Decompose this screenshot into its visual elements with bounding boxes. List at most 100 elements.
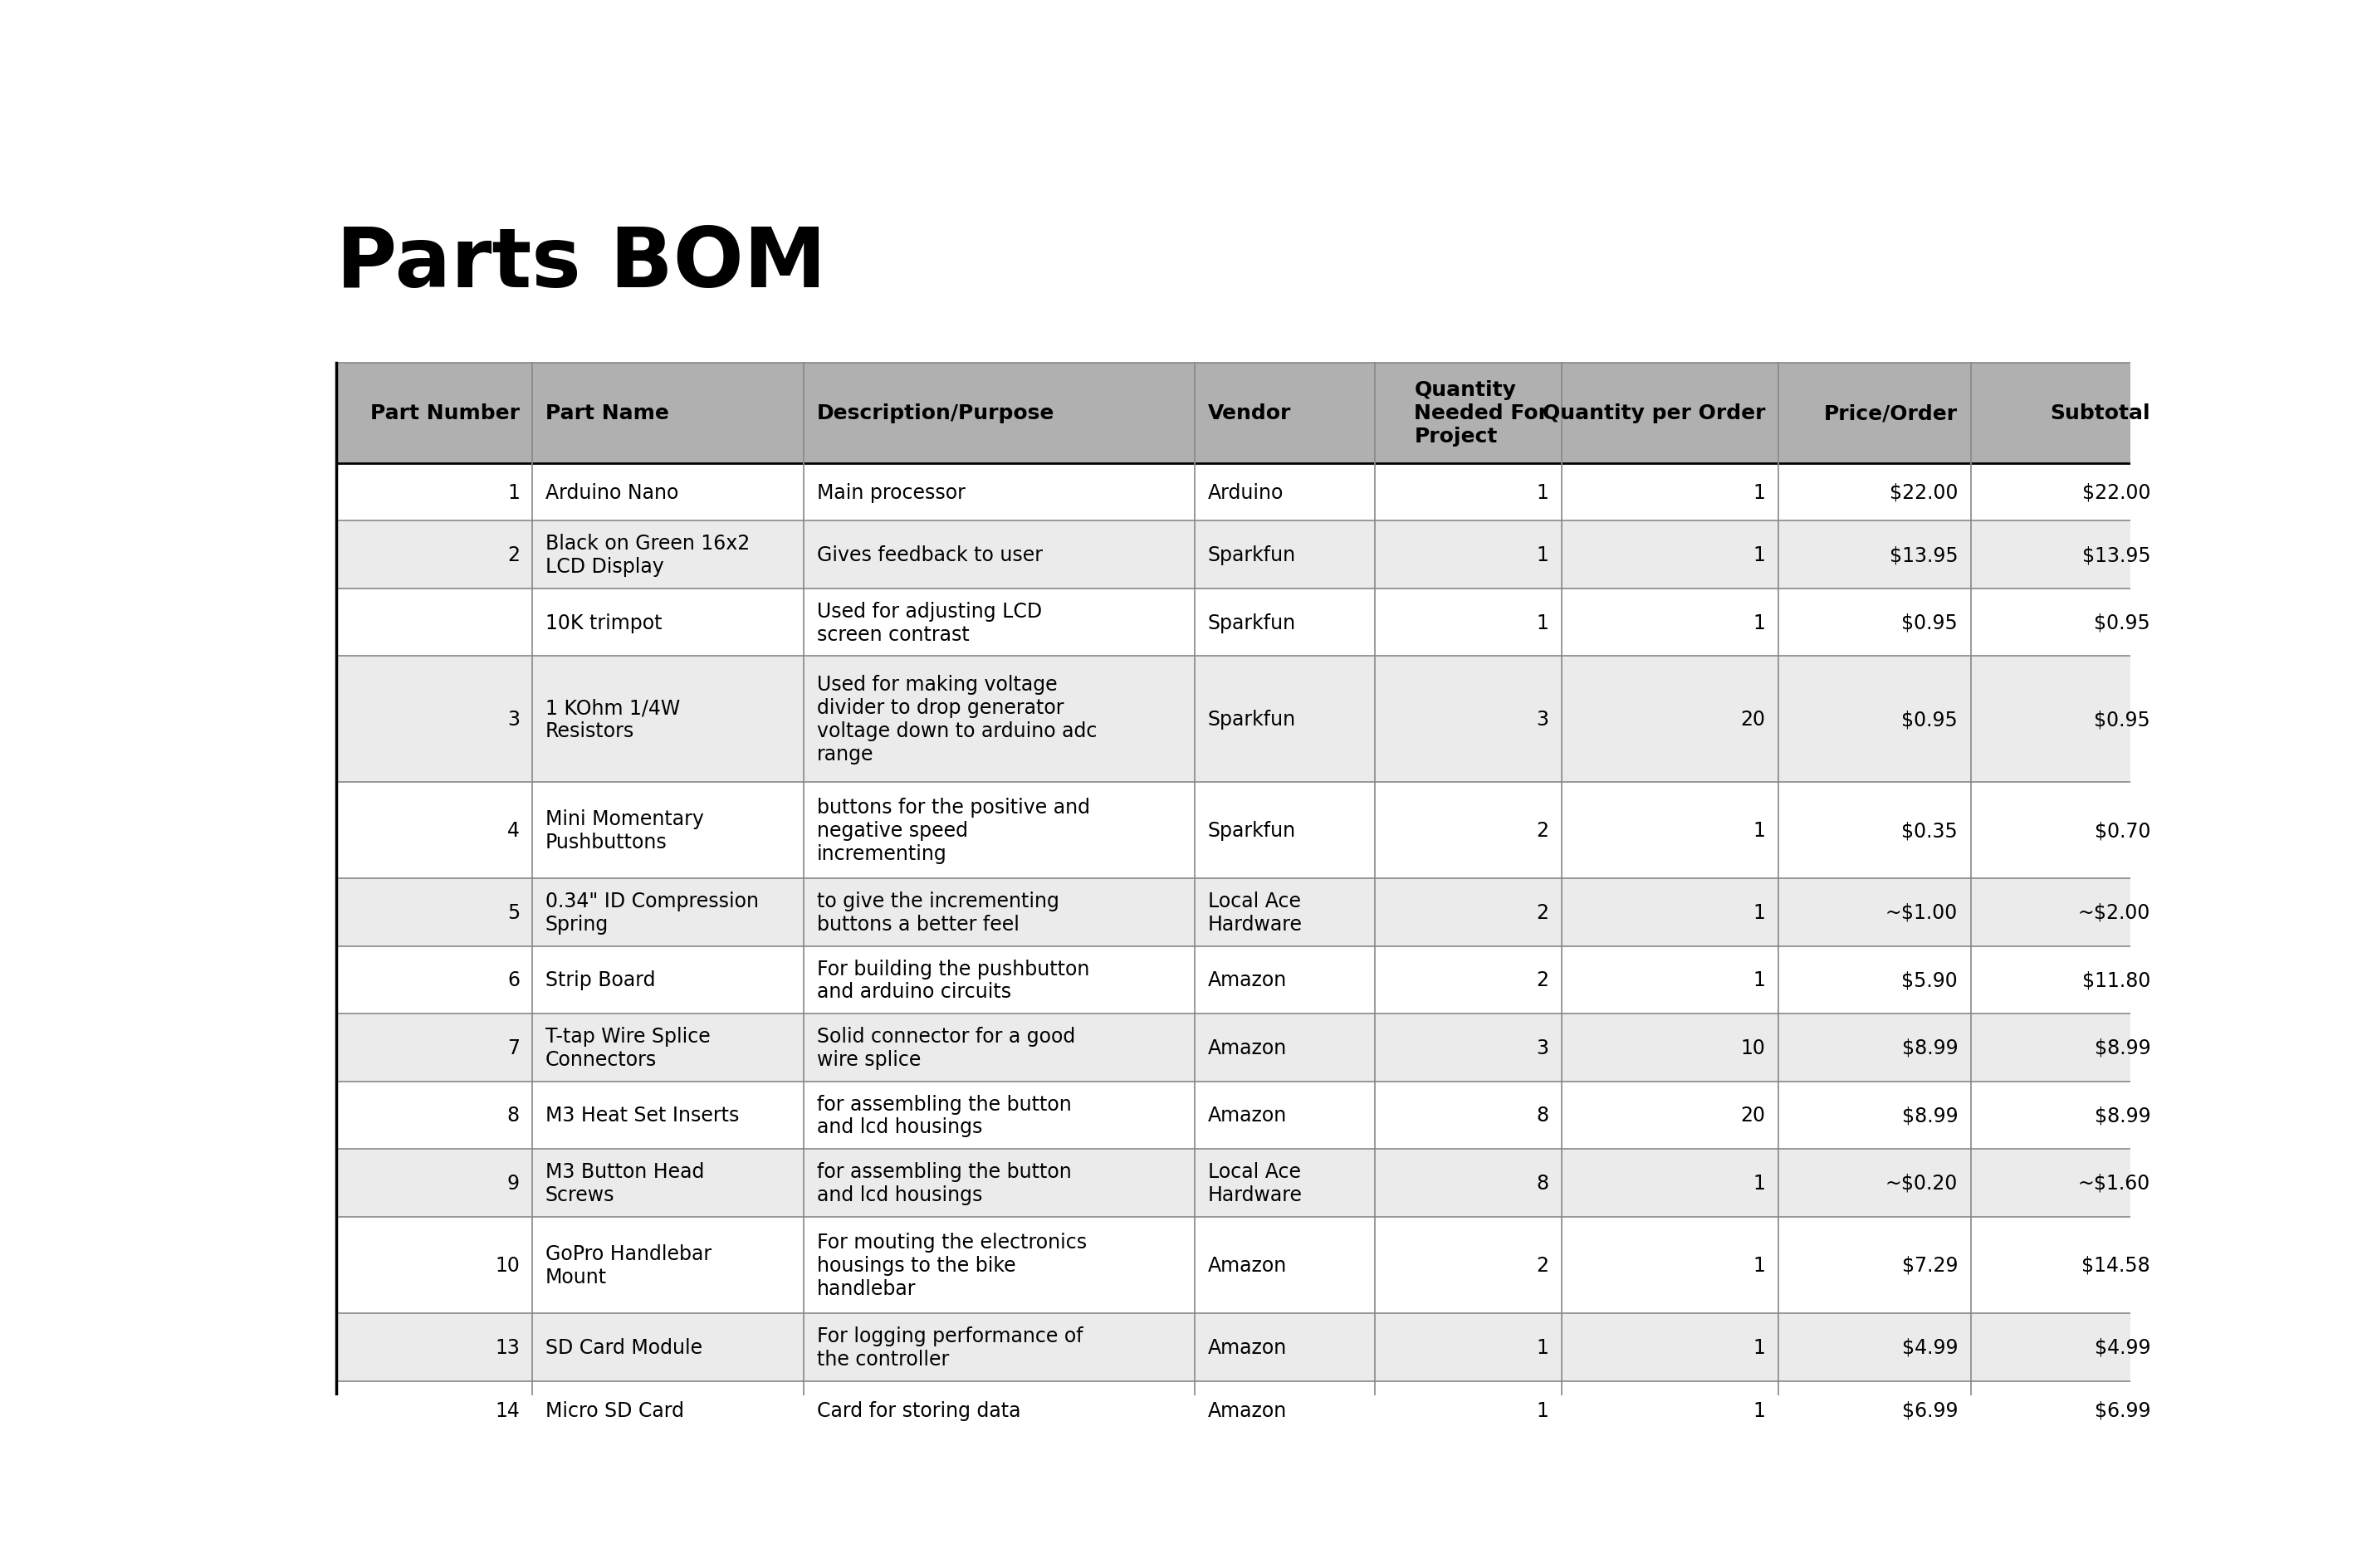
Text: Amazon: Amazon [1207,1038,1288,1058]
Text: Sparkfun: Sparkfun [1207,820,1295,840]
Text: 1: 1 [1536,1400,1548,1421]
Text: 1: 1 [1754,820,1766,840]
Text: ~$2.00: ~$2.00 [2078,903,2152,922]
Text: 8: 8 [1536,1173,1548,1193]
Text: Description/Purpose: Description/Purpose [817,403,1056,423]
Text: 10: 10 [495,1254,521,1275]
Text: $8.99: $8.99 [2095,1038,2152,1058]
Text: $0.95: $0.95 [1901,613,1958,633]
Text: 1: 1 [1754,971,1766,989]
Text: 8: 8 [507,1105,521,1126]
Text: GoPro Handlebar
Mount: GoPro Handlebar Mount [544,1243,712,1287]
Bar [336,947,2163,1014]
Text: 1: 1 [1536,546,1548,564]
Text: $0.95: $0.95 [2095,709,2152,729]
Text: $8.99: $8.99 [1901,1038,1958,1058]
Text: Arduino Nano: Arduino Nano [544,483,679,502]
Text: $13.95: $13.95 [1889,546,1958,564]
Text: Quantity per Order: Quantity per Order [1543,403,1766,423]
Text: $4.99: $4.99 [2095,1338,2152,1358]
Text: M3 Heat Set Inserts: M3 Heat Set Inserts [544,1105,739,1126]
Bar [336,1217,2163,1314]
Text: Part Number: Part Number [369,403,521,423]
Text: $0.95: $0.95 [1901,709,1958,729]
Text: Amazon: Amazon [1207,971,1288,989]
Text: 0.34" ID Compression
Spring: 0.34" ID Compression Spring [544,891,760,935]
Text: 13: 13 [495,1338,521,1358]
Text: 7: 7 [507,1038,521,1058]
Text: Arduino: Arduino [1207,483,1283,502]
Text: Strip Board: Strip Board [544,971,656,989]
Text: buttons for the positive and
negative speed
incrementing: buttons for the positive and negative sp… [817,798,1089,864]
Text: 3: 3 [1536,709,1548,729]
Text: Sparkfun: Sparkfun [1207,546,1295,564]
Text: Parts BOM: Parts BOM [336,224,826,304]
Text: 8: 8 [1536,1105,1548,1126]
Text: $8.99: $8.99 [1901,1105,1958,1126]
Bar [336,1149,2163,1217]
Text: 10: 10 [1740,1038,1766,1058]
Text: 2: 2 [1536,1254,1548,1275]
Bar [336,1082,2163,1149]
Text: T-tap Wire Splice
Connectors: T-tap Wire Splice Connectors [544,1027,710,1069]
Text: 1: 1 [1754,483,1766,502]
Text: 2: 2 [1536,903,1548,922]
Text: 1: 1 [1754,1338,1766,1358]
Text: M3 Button Head
Screws: M3 Button Head Screws [544,1162,705,1204]
Text: $0.35: $0.35 [1901,820,1958,840]
Text: $7.29: $7.29 [1901,1254,1958,1275]
Text: $14.58: $14.58 [2083,1254,2152,1275]
Bar [336,1014,2163,1082]
Text: 9: 9 [507,1173,521,1193]
Text: For mouting the electronics
housings to the bike
handlebar: For mouting the electronics housings to … [817,1232,1086,1298]
Text: Sparkfun: Sparkfun [1207,709,1295,729]
Text: Vendor: Vendor [1207,403,1290,423]
Bar [336,1381,2163,1439]
Text: $22.00: $22.00 [2083,483,2152,502]
Text: 10K trimpot: 10K trimpot [544,613,663,633]
Bar [336,782,2163,878]
Text: 2: 2 [507,546,521,564]
Text: Amazon: Amazon [1207,1338,1288,1358]
Text: 1: 1 [1536,483,1548,502]
Bar [336,590,2163,657]
Bar [336,657,2163,782]
Text: Solid connector for a good
wire splice: Solid connector for a good wire splice [817,1027,1075,1069]
Text: 1 KOhm 1/4W
Resistors: 1 KOhm 1/4W Resistors [544,698,679,742]
Text: 3: 3 [507,709,521,729]
Text: Card for storing data: Card for storing data [817,1400,1020,1421]
Text: Used for adjusting LCD
screen contrast: Used for adjusting LCD screen contrast [817,601,1041,644]
Text: ~$0.20: ~$0.20 [1886,1173,1958,1193]
Text: $0.70: $0.70 [2095,820,2152,840]
Text: 20: 20 [1740,709,1766,729]
Text: $6.99: $6.99 [2095,1400,2152,1421]
Text: ~$1.60: ~$1.60 [2078,1173,2152,1193]
Text: $6.99: $6.99 [1901,1400,1958,1421]
Bar [336,464,2163,522]
Text: 2: 2 [1536,971,1548,989]
Text: 20: 20 [1740,1105,1766,1126]
Text: Used for making voltage
divider to drop generator
voltage down to arduino adc
ra: Used for making voltage divider to drop … [817,674,1096,764]
Text: $13.95: $13.95 [2083,546,2152,564]
Text: 1: 1 [1754,546,1766,564]
Text: 1: 1 [1754,903,1766,922]
Text: Local Ace
Hardware: Local Ace Hardware [1207,891,1302,935]
Text: 14: 14 [495,1400,521,1421]
Bar [336,1314,2163,1381]
Text: 1: 1 [1754,1173,1766,1193]
Text: 5: 5 [507,903,521,922]
Text: 1: 1 [1754,613,1766,633]
Text: Price/Order: Price/Order [1825,403,1958,423]
Text: 1: 1 [1536,613,1548,633]
Text: $8.99: $8.99 [2095,1105,2152,1126]
Text: $4.99: $4.99 [1901,1338,1958,1358]
Text: For building the pushbutton
and arduino circuits: For building the pushbutton and arduino … [817,958,1089,1002]
Bar [336,878,2163,947]
Text: For logging performance of
the controller: For logging performance of the controlle… [817,1325,1084,1369]
Text: to give the incrementing
buttons a better feel: to give the incrementing buttons a bette… [817,891,1058,935]
Text: Amazon: Amazon [1207,1400,1288,1421]
Text: $0.95: $0.95 [2095,613,2152,633]
Text: for assembling the button
and lcd housings: for assembling the button and lcd housin… [817,1094,1072,1137]
Bar [336,522,2163,590]
Text: Amazon: Amazon [1207,1254,1288,1275]
